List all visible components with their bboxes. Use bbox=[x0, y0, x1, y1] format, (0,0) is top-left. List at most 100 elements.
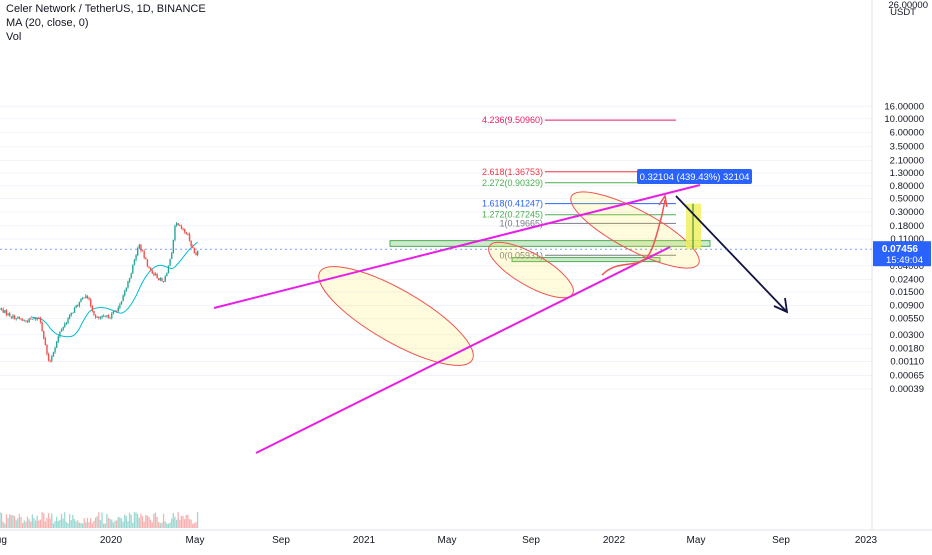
candle-body bbox=[183, 228, 186, 233]
volume-bar bbox=[133, 512, 136, 528]
volume-bar bbox=[154, 512, 157, 528]
candle-body bbox=[18, 317, 21, 319]
volume-bar bbox=[148, 516, 150, 528]
volume-bar bbox=[44, 521, 46, 528]
candle-body bbox=[13, 315, 16, 320]
candle-body bbox=[57, 336, 60, 342]
resistance-zone bbox=[389, 240, 711, 247]
volume-bar bbox=[62, 518, 64, 528]
volume-bar bbox=[115, 520, 118, 528]
candle-body bbox=[83, 297, 85, 299]
volume-bar bbox=[73, 519, 76, 528]
volume-bar bbox=[18, 513, 21, 528]
candle-body bbox=[60, 329, 63, 332]
volume-bar bbox=[101, 512, 103, 528]
ma-indicator-label: MA (20, close, 0) bbox=[6, 17, 89, 29]
volume-bar bbox=[94, 517, 97, 528]
volume-bar bbox=[140, 513, 142, 528]
volume-bar bbox=[109, 518, 111, 528]
volume-bar bbox=[0, 512, 1, 528]
candle-body bbox=[90, 299, 92, 307]
price-tick-label: 1.30000 bbox=[890, 168, 924, 179]
candle-body bbox=[154, 273, 157, 276]
candle-body bbox=[21, 319, 24, 321]
volume-bar bbox=[145, 514, 147, 528]
candle-body bbox=[141, 250, 144, 252]
candle-body bbox=[127, 281, 129, 288]
price-tick-label: 0.50000 bbox=[890, 194, 924, 205]
volume-bar bbox=[67, 523, 69, 528]
candle-body bbox=[43, 331, 45, 339]
upper-trendline bbox=[213, 184, 701, 309]
candle-body bbox=[85, 295, 87, 298]
volume-bar bbox=[158, 521, 160, 528]
volume-bar bbox=[193, 523, 195, 528]
candle-body bbox=[28, 318, 30, 322]
volume-bar bbox=[166, 523, 168, 528]
volume-bar bbox=[138, 517, 140, 528]
volume-bar bbox=[159, 523, 161, 528]
volume-bar bbox=[54, 521, 56, 528]
lower-trendline bbox=[255, 246, 671, 454]
volume-bar bbox=[167, 523, 170, 528]
volume-bar bbox=[86, 517, 89, 528]
candle-body bbox=[107, 315, 110, 319]
volume-bar bbox=[104, 523, 106, 528]
volume-bar bbox=[78, 522, 80, 528]
candle-body bbox=[167, 265, 170, 273]
candle-body bbox=[73, 307, 76, 313]
volume-bar bbox=[93, 520, 95, 528]
wave-ellipse bbox=[318, 266, 474, 366]
volume-bar bbox=[72, 514, 74, 528]
candle-body bbox=[68, 314, 71, 319]
candle-body bbox=[169, 258, 171, 266]
candle-body bbox=[102, 315, 105, 317]
candle-body bbox=[77, 305, 79, 307]
volume-bar bbox=[98, 512, 100, 528]
candle-body bbox=[34, 317, 37, 320]
forecast-arrowhead bbox=[773, 297, 789, 314]
candle-body bbox=[65, 323, 68, 324]
volume-bar bbox=[179, 520, 181, 528]
candle-body bbox=[46, 344, 48, 355]
time-tick-label: May bbox=[186, 535, 205, 546]
candle-body bbox=[67, 318, 69, 324]
volume-bar bbox=[39, 519, 42, 528]
candle-body bbox=[164, 276, 166, 282]
candle-body bbox=[106, 315, 108, 317]
volume-bar bbox=[41, 512, 43, 528]
volume-bar bbox=[195, 522, 197, 528]
price-tick-label: 3.50000 bbox=[890, 142, 924, 153]
candle-body bbox=[135, 255, 137, 260]
candle-body bbox=[78, 301, 81, 306]
fib-level-label: 4.236(9.50960) bbox=[482, 115, 543, 125]
price-tick-label: 0.18000 bbox=[890, 221, 924, 232]
candle-body bbox=[91, 306, 94, 312]
moving-average-line bbox=[30, 241, 198, 338]
price-tick-label: 0.01500 bbox=[890, 287, 924, 298]
volume-bar bbox=[135, 512, 137, 528]
candle-body bbox=[180, 225, 183, 229]
candle-body bbox=[81, 297, 84, 299]
symbol-title: Celer Network / TetherUS, 1D, BINANCE bbox=[6, 3, 206, 15]
volume-bar bbox=[112, 522, 114, 528]
candle-body bbox=[140, 244, 142, 251]
volume-bar bbox=[13, 516, 16, 528]
volume-bar bbox=[25, 521, 27, 528]
candle-body bbox=[145, 257, 147, 260]
volume-bar bbox=[80, 522, 82, 528]
candle-body bbox=[182, 228, 184, 230]
volume-bar bbox=[38, 520, 40, 528]
grid-lines bbox=[0, 105, 872, 390]
price-tick-label: 0.80000 bbox=[890, 181, 924, 192]
volume-bar bbox=[125, 515, 127, 528]
volume-bar bbox=[33, 517, 35, 528]
time-tick-label: Sep bbox=[272, 535, 290, 546]
volume-bar bbox=[52, 523, 55, 528]
support-zone bbox=[511, 257, 661, 263]
price-tick-label: 0.02400 bbox=[890, 274, 924, 285]
volume-bar bbox=[149, 519, 152, 528]
candle-body bbox=[72, 312, 74, 314]
